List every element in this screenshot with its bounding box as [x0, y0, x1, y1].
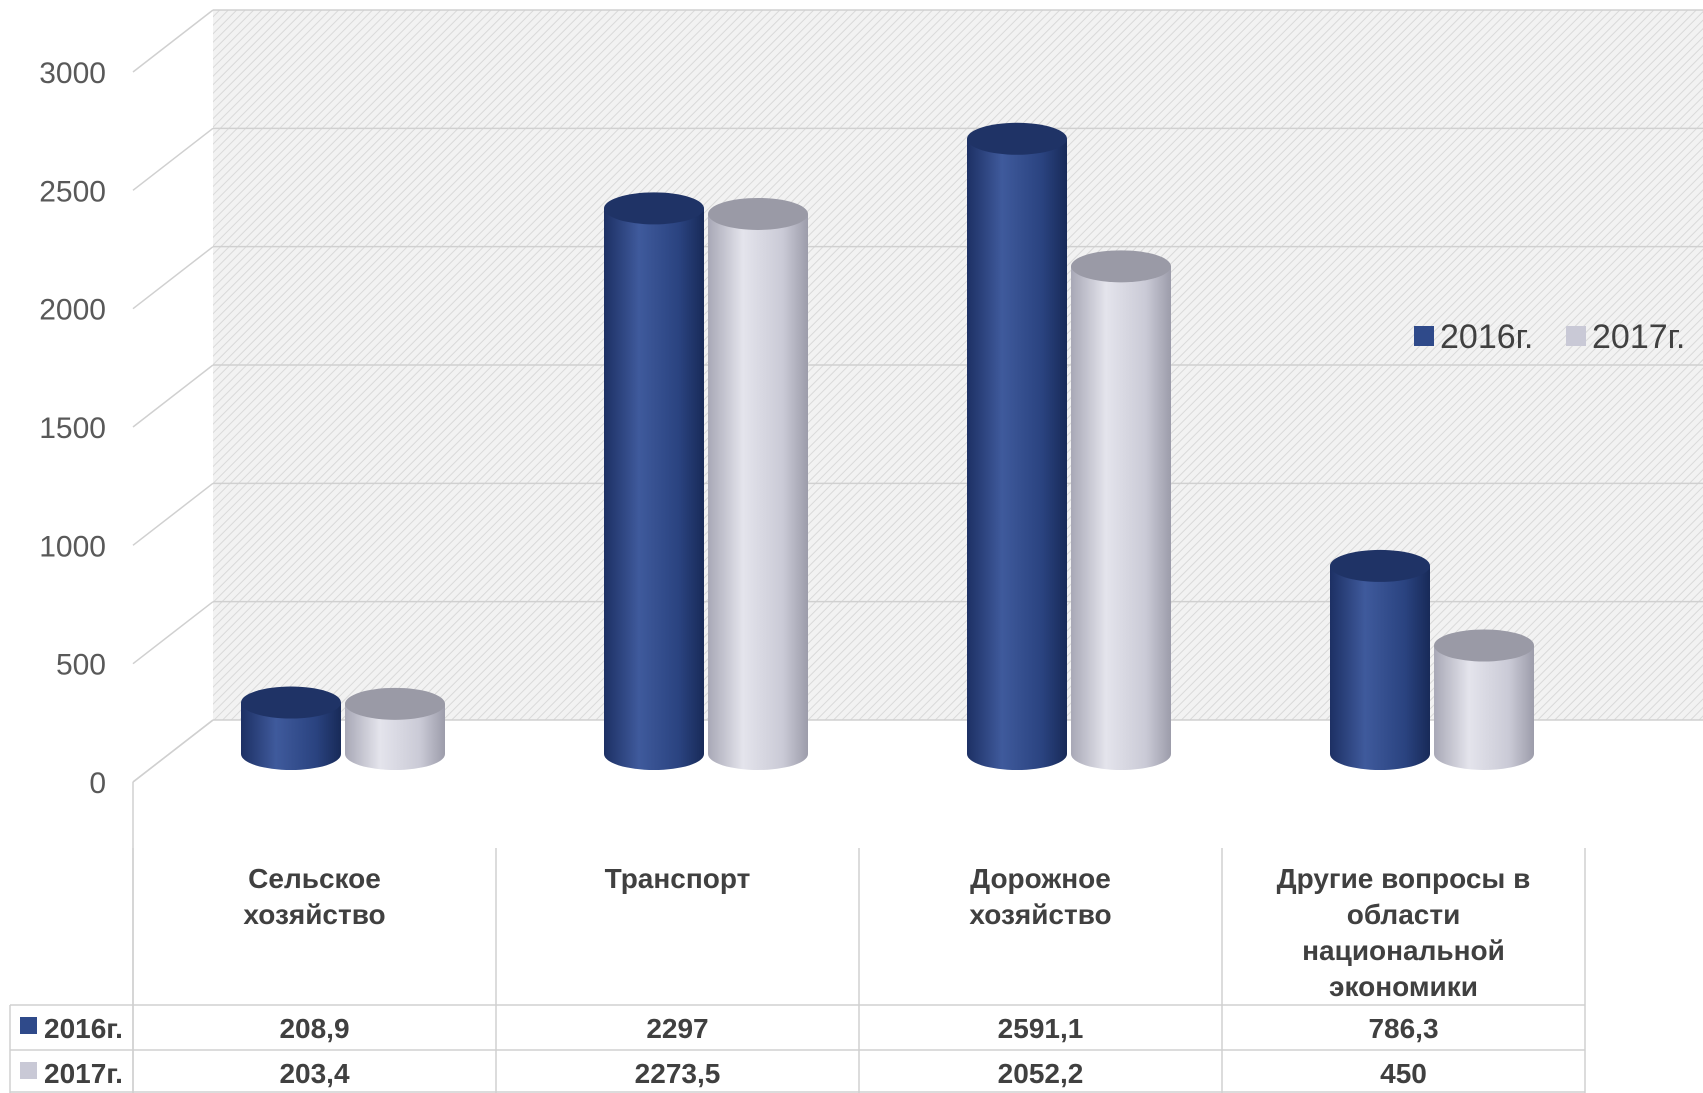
bar: [967, 122, 1067, 770]
data-label: 2273,5: [635, 1058, 721, 1089]
data-label: 208,9: [279, 1013, 349, 1044]
legend: 2016г. 2017г.: [1414, 318, 1685, 356]
bar: [1071, 250, 1171, 770]
gridlines: [132, 9, 1703, 1093]
y-tick-label: 0: [89, 767, 106, 800]
x-tick-label: Дорожное: [970, 863, 1111, 894]
data-label: 203,4: [279, 1058, 349, 1089]
data-label: 2591,1: [998, 1013, 1084, 1044]
bar-body: [345, 703, 445, 770]
legend-label: 2016г.: [1440, 318, 1533, 356]
gridline-side: [132, 246, 214, 310]
x-tick-label: экономики: [1329, 971, 1478, 1002]
bar-top: [967, 122, 1067, 155]
y-tick-label: 3000: [39, 57, 106, 90]
x-tick-label: области: [1347, 899, 1461, 930]
data-label: 2052,2: [998, 1058, 1084, 1089]
bar: [345, 687, 445, 770]
bar-top: [1071, 250, 1171, 283]
bar-body: [241, 702, 341, 770]
x-tick-label: национальной: [1302, 935, 1505, 966]
bar: [241, 686, 341, 770]
bar-body: [708, 213, 808, 770]
bar-body: [1071, 266, 1171, 770]
bar: [708, 197, 808, 770]
bar-top: [241, 686, 341, 719]
bar-top: [604, 192, 704, 225]
bar: [1330, 549, 1430, 770]
x-tick-label: Другие вопросы в: [1277, 863, 1531, 894]
bar-body: [604, 208, 704, 771]
bar-top: [1330, 549, 1430, 582]
data-label: 2297: [646, 1013, 708, 1044]
legend-label: 2017г.: [1592, 318, 1685, 356]
table-series-name: 2016г.: [44, 1013, 123, 1044]
bar-body: [1434, 645, 1534, 770]
gridline-side: [132, 9, 214, 73]
x-tick-label: Транспорт: [605, 863, 751, 894]
bar-top: [345, 687, 445, 720]
gridline-side: [132, 601, 214, 665]
y-axis-ticks: 0 500 1000 1500 2000 2500 3000: [39, 57, 106, 800]
data-label: 450: [1380, 1058, 1427, 1089]
bar-body: [1330, 565, 1430, 770]
floor-edge: [132, 719, 214, 783]
gridline-side: [132, 127, 214, 191]
legend-swatch: [1566, 326, 1586, 346]
table-legend-swatch: [20, 1017, 37, 1034]
y-tick-label: 500: [56, 649, 106, 682]
gridline-side: [132, 482, 214, 546]
y-tick-label: 2500: [39, 175, 106, 208]
x-tick-label: хозяйство: [969, 899, 1111, 930]
table-series-name: 2017г.: [44, 1058, 123, 1089]
data-table: Сельское хозяйство Транспорт Дорожное хозяйс…: [9, 848, 1586, 1093]
x-tick-label: Сельское: [248, 863, 381, 894]
x-tick-label: хозяйство: [243, 899, 385, 930]
bar-top: [1434, 629, 1534, 662]
bar: [1434, 629, 1534, 770]
gridline-side: [132, 364, 214, 428]
table-legend-swatch: [20, 1062, 37, 1079]
bar: [604, 192, 704, 771]
y-tick-label: 2000: [39, 294, 106, 327]
bar-top: [708, 197, 808, 230]
y-tick-label: 1000: [39, 530, 106, 563]
y-tick-label: 1500: [39, 412, 106, 445]
bar-body: [967, 138, 1067, 770]
bars: [241, 122, 1534, 771]
legend-swatch: [1414, 326, 1434, 346]
data-label: 786,3: [1368, 1013, 1438, 1044]
